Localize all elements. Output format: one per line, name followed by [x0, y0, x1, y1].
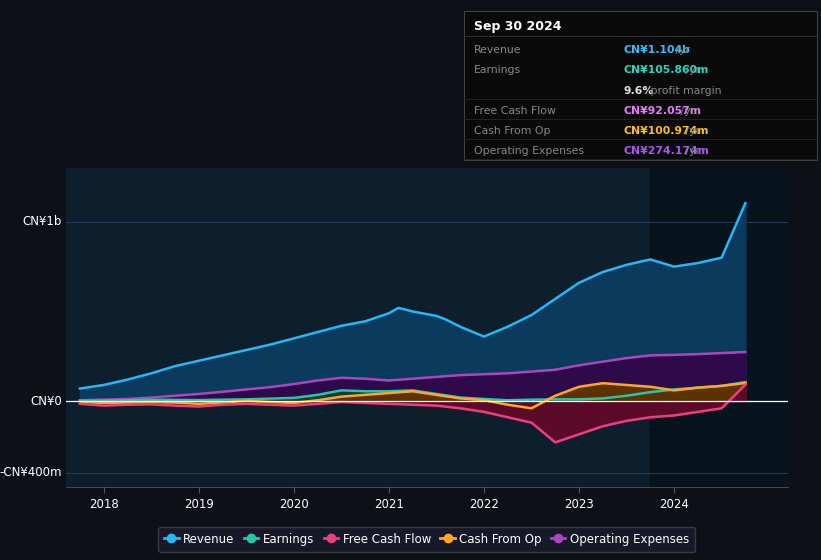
Text: Cash From Op: Cash From Op: [474, 125, 550, 136]
Legend: Revenue, Earnings, Free Cash Flow, Cash From Op, Operating Expenses: Revenue, Earnings, Free Cash Flow, Cash …: [158, 527, 695, 552]
Text: Free Cash Flow: Free Cash Flow: [474, 106, 556, 115]
Text: 9.6%: 9.6%: [624, 86, 654, 96]
Text: profit margin: profit margin: [647, 86, 722, 96]
Text: -CN¥400m: -CN¥400m: [0, 466, 62, 479]
Text: CN¥0: CN¥0: [30, 395, 62, 408]
Text: Revenue: Revenue: [474, 45, 521, 55]
Text: /yr: /yr: [682, 125, 700, 136]
Text: CN¥105.860m: CN¥105.860m: [624, 66, 709, 76]
Text: Operating Expenses: Operating Expenses: [474, 146, 584, 156]
Text: CN¥100.974m: CN¥100.974m: [624, 125, 709, 136]
Text: CN¥1b: CN¥1b: [23, 215, 62, 228]
Text: CN¥92.057m: CN¥92.057m: [624, 106, 702, 115]
Text: /yr: /yr: [682, 66, 700, 76]
Text: /yr: /yr: [677, 106, 695, 115]
Text: Sep 30 2024: Sep 30 2024: [474, 20, 562, 34]
Text: /yr: /yr: [682, 146, 700, 156]
Text: CN¥1.104b: CN¥1.104b: [624, 45, 690, 55]
Text: CN¥274.174m: CN¥274.174m: [624, 146, 710, 156]
Bar: [650, 168, 788, 487]
Text: /yr: /yr: [672, 45, 690, 55]
Text: Earnings: Earnings: [474, 66, 521, 76]
